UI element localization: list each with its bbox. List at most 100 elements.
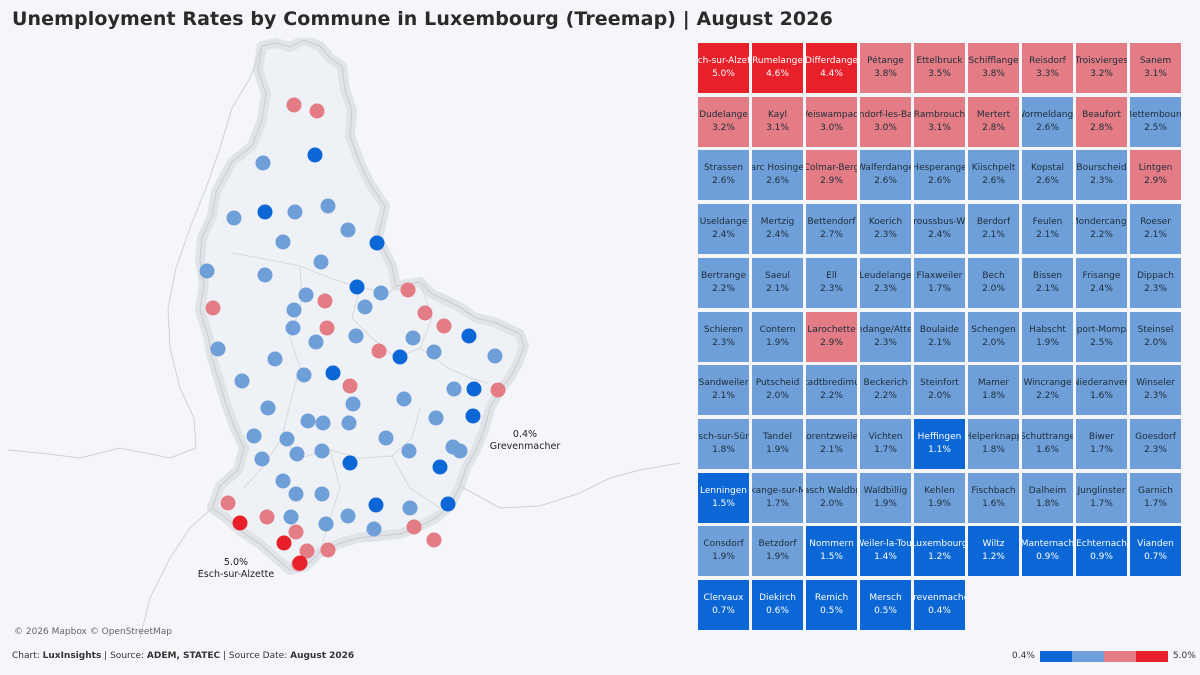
commune-marker[interactable] xyxy=(315,415,331,431)
treemap-cell-kiischpelt[interactable]: Kiischpelt 2.6% xyxy=(968,150,1019,201)
treemap-cell-flaxweiler[interactable]: Flaxweiler 1.7% xyxy=(914,257,965,308)
treemap-cell-dippach[interactable]: Dippach 2.3% xyxy=(1130,257,1181,308)
commune-marker[interactable] xyxy=(319,320,335,336)
commune-marker[interactable] xyxy=(426,532,442,548)
treemap-cell-diekirch[interactable]: Diekirch 0.6% xyxy=(752,580,803,630)
treemap-cell-boulaide[interactable]: Boulaide 2.1% xyxy=(914,311,965,362)
commune-marker[interactable] xyxy=(307,147,323,163)
treemap-cell-colmar-berg[interactable]: Colmar-Berg 2.9% xyxy=(806,150,857,201)
treemap-cell-bourscheid[interactable]: Bourscheid 2.3% xyxy=(1076,150,1127,201)
commune-marker[interactable] xyxy=(298,287,314,303)
treemap-cell-differdange[interactable]: Differdange 4.4% xyxy=(806,43,857,93)
treemap-cell-junglinster[interactable]: Junglinster 1.7% xyxy=(1076,472,1127,523)
treemap-cell-hesperange[interactable]: Hesperange 2.6% xyxy=(914,150,965,201)
treemap-cell-roeser[interactable]: Roeser 2.1% xyxy=(1130,204,1181,255)
treemap-cell-esch-sur-sure[interactable]: Esch-sur-Sûre 1.8% xyxy=(698,418,749,469)
treemap-cell-winseler[interactable]: Winseler 2.3% xyxy=(1130,365,1181,416)
commune-marker[interactable] xyxy=(432,459,448,475)
commune-marker[interactable] xyxy=(286,302,302,318)
treemap-cell-clervaux[interactable]: Clervaux 0.7% xyxy=(698,580,749,630)
commune-marker[interactable] xyxy=(286,97,302,113)
treemap-cell-schieren[interactable]: Schieren 2.3% xyxy=(698,311,749,362)
commune-marker[interactable] xyxy=(296,367,312,383)
treemap-cell-lenningen[interactable]: Lenningen 1.5% xyxy=(698,472,749,523)
treemap-cell-dudelange[interactable]: Dudelange 3.2% xyxy=(698,96,749,147)
treemap-cell-koerich[interactable]: Koerich 2.3% xyxy=(860,204,911,255)
commune-marker[interactable] xyxy=(318,516,334,532)
treemap-cell-consdorf[interactable]: Consdorf 1.9% xyxy=(698,526,749,577)
commune-marker[interactable] xyxy=(299,543,315,559)
commune-marker[interactable] xyxy=(259,509,275,525)
commune-marker[interactable] xyxy=(487,348,503,364)
map-attribution[interactable]: © 2026 Mapbox © OpenStreetMap xyxy=(14,627,172,637)
commune-marker[interactable] xyxy=(417,305,433,321)
treemap-cell-vichten[interactable]: Vichten 1.7% xyxy=(860,418,911,469)
treemap-cell-petange[interactable]: Pétange 3.8% xyxy=(860,43,911,93)
treemap-cell-weiler-la-tour[interactable]: Weiler-la-Tour 1.4% xyxy=(860,526,911,577)
commune-marker[interactable] xyxy=(254,451,270,467)
commune-marker[interactable] xyxy=(401,443,417,459)
commune-marker[interactable] xyxy=(402,500,418,516)
commune-marker[interactable] xyxy=(199,263,215,279)
treemap-cell-beckerich[interactable]: Beckerich 2.2% xyxy=(860,365,911,416)
treemap-cell-aeschbasch-waldbredimus[interactable]: Aeschbasch Waldbredimus 2.0% xyxy=(806,472,857,523)
treemap-cell-ettelbruck[interactable]: Ettelbruck 3.5% xyxy=(914,43,965,93)
commune-marker[interactable] xyxy=(461,328,477,344)
commune-marker[interactable] xyxy=(246,428,262,444)
commune-marker[interactable] xyxy=(320,198,336,214)
treemap-cell-troisvierges[interactable]: Troisvierges 3.2% xyxy=(1076,43,1127,93)
treemap-cell-biwer[interactable]: Biwer 1.7% xyxy=(1076,418,1127,469)
commune-marker[interactable] xyxy=(369,235,385,251)
treemap-cell-bettembourg[interactable]: Bettembourg 2.5% xyxy=(1130,96,1181,147)
commune-marker[interactable] xyxy=(285,320,301,336)
commune-marker[interactable] xyxy=(314,443,330,459)
commune-marker[interactable] xyxy=(260,400,276,416)
treemap-cell-frisange[interactable]: Frisange 2.4% xyxy=(1076,257,1127,308)
treemap-cell-mamer[interactable]: Mamer 1.8% xyxy=(968,365,1019,416)
commune-marker[interactable] xyxy=(275,234,291,250)
commune-marker[interactable] xyxy=(276,535,292,551)
treemap-cell-esch-sur-alzette[interactable]: Esch-sur-Alzette 5.0% xyxy=(698,43,749,93)
treemap-cell-kopstal[interactable]: Kopstal 2.6% xyxy=(1022,150,1073,201)
treemap-cell-echternach[interactable]: Echternach 0.9% xyxy=(1076,526,1127,577)
commune-marker[interactable] xyxy=(405,330,421,346)
treemap-cell-wiltz[interactable]: Wiltz 1.2% xyxy=(968,526,1019,577)
treemap-cell-nommern[interactable]: Nommern 1.5% xyxy=(806,526,857,577)
treemap-cell-goesdorf[interactable]: Goesdorf 2.3% xyxy=(1130,418,1181,469)
treemap-cell-lorentzweiler[interactable]: Lorentzweiler 2.1% xyxy=(806,418,857,469)
treemap-cell-niederanven[interactable]: Niederanven 1.6% xyxy=(1076,365,1127,416)
commune-marker[interactable] xyxy=(287,204,303,220)
treemap-cell-saeul[interactable]: Saeul 2.1% xyxy=(752,257,803,308)
commune-marker[interactable] xyxy=(440,496,456,512)
commune-marker[interactable] xyxy=(257,267,273,283)
commune-marker[interactable] xyxy=(220,495,236,511)
commune-marker[interactable] xyxy=(314,486,330,502)
treemap-cell-berdorf[interactable]: Berdorf 2.1% xyxy=(968,204,1019,255)
treemap-cell-sandweiler[interactable]: Sandweiler 2.1% xyxy=(698,365,749,416)
treemap-cell-bertrange[interactable]: Bertrange 2.2% xyxy=(698,257,749,308)
treemap-cell-habscht[interactable]: Habscht 1.9% xyxy=(1022,311,1073,362)
commune-marker[interactable] xyxy=(313,254,329,270)
treemap-cell-kehlen[interactable]: Kehlen 1.9% xyxy=(914,472,965,523)
commune-marker[interactable] xyxy=(452,443,468,459)
commune-marker[interactable] xyxy=(300,413,316,429)
commune-marker[interactable] xyxy=(308,334,324,350)
treemap-cell-steinsel[interactable]: Steinsel 2.0% xyxy=(1130,311,1181,362)
treemap-cell-useldange[interactable]: Useldange 2.4% xyxy=(698,204,749,255)
treemap-cell-parc-hosingen[interactable]: Parc Hosingen 2.6% xyxy=(752,150,803,201)
commune-marker[interactable] xyxy=(279,431,295,447)
treemap-cell-redange-attert[interactable]: Redange/Attert 2.3% xyxy=(860,311,911,362)
commune-marker[interactable] xyxy=(275,473,291,489)
commune-marker[interactable] xyxy=(426,344,442,360)
map-panel[interactable]: 0.4% Grevenmacher 5.0% Esch-sur-Alzette xyxy=(0,38,690,640)
commune-marker[interactable] xyxy=(342,378,358,394)
commune-marker[interactable] xyxy=(309,103,325,119)
commune-marker[interactable] xyxy=(396,391,412,407)
commune-marker[interactable] xyxy=(340,222,356,238)
treemap-cell-feulen[interactable]: Feulen 2.1% xyxy=(1022,204,1073,255)
treemap-cell-mertzig[interactable]: Mertzig 2.4% xyxy=(752,204,803,255)
commune-marker[interactable] xyxy=(378,430,394,446)
treemap-cell-bech[interactable]: Bech 2.0% xyxy=(968,257,1019,308)
commune-marker[interactable] xyxy=(289,446,305,462)
treemap-cell-beaufort[interactable]: Beaufort 2.8% xyxy=(1076,96,1127,147)
